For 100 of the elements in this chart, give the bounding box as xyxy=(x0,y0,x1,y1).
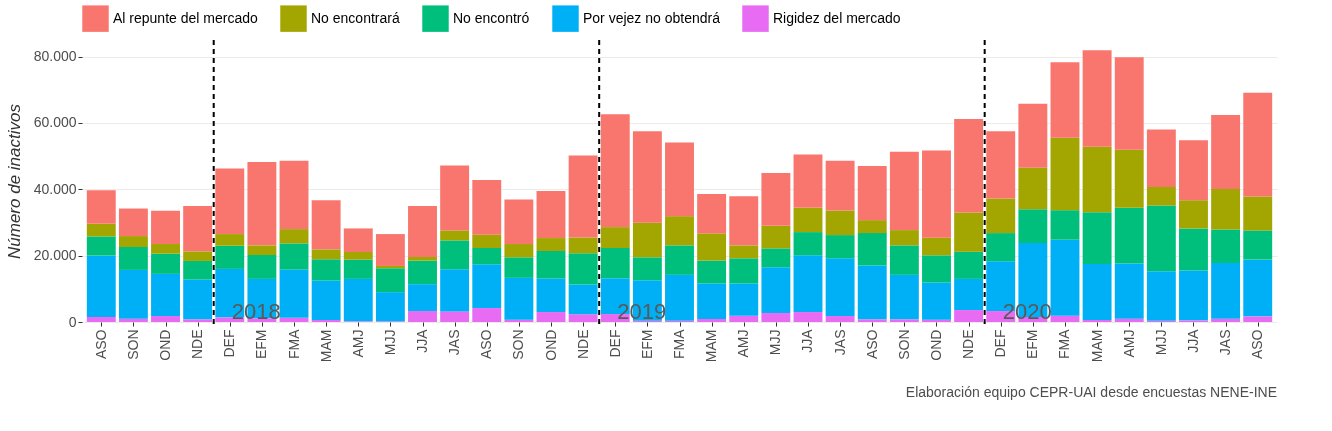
x-tick-label: NDE xyxy=(960,329,977,360)
x-tick-label: EFM xyxy=(253,329,270,360)
bar xyxy=(697,283,727,320)
bar xyxy=(954,212,984,252)
bar xyxy=(857,265,887,320)
x-tick-label: SON xyxy=(895,329,912,360)
bar xyxy=(151,253,180,274)
bar xyxy=(761,313,791,322)
bar xyxy=(343,278,373,322)
bar xyxy=(440,269,470,312)
x-tick-label: SON xyxy=(124,329,141,360)
bar xyxy=(568,237,598,254)
bar xyxy=(151,244,180,254)
bar xyxy=(472,180,502,235)
bar xyxy=(825,210,855,236)
x-tick-label: FMA xyxy=(1056,328,1073,360)
y-axis-title: Número de inactivos xyxy=(4,103,24,259)
bar xyxy=(504,199,534,245)
x-tick-label: DEF xyxy=(606,329,623,358)
x-tick-label: SON xyxy=(510,329,527,360)
x-tick-label: OND xyxy=(157,329,174,361)
bar xyxy=(1211,114,1241,189)
bar xyxy=(408,311,437,322)
bar xyxy=(1211,318,1241,322)
bar xyxy=(922,282,951,320)
bar xyxy=(504,244,534,258)
bar xyxy=(729,258,759,284)
legend-label: Por vejez no obtendrá xyxy=(583,9,721,26)
x-tick-label: MAM xyxy=(703,329,720,363)
bar xyxy=(665,245,694,275)
x-tick-label: FMA xyxy=(285,328,302,360)
bar xyxy=(1179,200,1208,229)
bar xyxy=(440,311,470,322)
bar xyxy=(1179,228,1208,271)
bar xyxy=(857,220,887,234)
bar xyxy=(536,312,566,322)
bar xyxy=(504,257,534,278)
legend-label: No encontrará xyxy=(311,9,400,26)
bar xyxy=(697,233,727,261)
bar xyxy=(183,260,213,280)
bar xyxy=(1211,262,1241,319)
y-tick-label: 20.000 xyxy=(33,247,77,264)
bar xyxy=(311,280,341,321)
bar xyxy=(1243,316,1273,322)
bar xyxy=(375,234,405,266)
bar xyxy=(1050,62,1080,138)
x-tick-label: NDE xyxy=(574,329,591,360)
legend-label: Rigidez del mercado xyxy=(773,9,901,26)
bar xyxy=(761,225,791,249)
bar xyxy=(1082,263,1112,321)
bar xyxy=(1179,140,1208,201)
bar xyxy=(1018,167,1048,210)
bar xyxy=(472,248,502,265)
bar xyxy=(1114,318,1144,322)
x-tick-label: AMJ xyxy=(735,329,752,358)
bar xyxy=(568,155,598,238)
x-tick-label: EFM xyxy=(1024,329,1041,360)
bar xyxy=(1114,57,1144,150)
x-tick-label: FMA xyxy=(671,328,687,360)
bar xyxy=(1050,210,1080,240)
bar xyxy=(697,193,727,234)
bar xyxy=(1146,205,1176,272)
bar xyxy=(86,190,116,224)
bar xyxy=(279,229,309,244)
bar xyxy=(408,256,437,261)
bar xyxy=(1050,315,1080,322)
bar xyxy=(375,268,405,293)
bar xyxy=(183,251,213,261)
bar xyxy=(1243,196,1273,231)
x-tick-label: ASO xyxy=(92,329,109,360)
x-tick-label: ASO xyxy=(478,329,495,360)
bar xyxy=(118,208,148,237)
bar xyxy=(311,200,341,250)
bar xyxy=(215,245,245,269)
x-tick-label: ASO xyxy=(1249,329,1266,360)
bar xyxy=(568,253,598,285)
bar xyxy=(1211,229,1241,263)
bar xyxy=(440,230,470,241)
bar xyxy=(568,284,598,315)
x-tick-label: DEF xyxy=(992,329,1009,358)
bar xyxy=(954,251,984,279)
bar xyxy=(889,245,919,275)
bar xyxy=(600,248,630,279)
bar xyxy=(857,319,887,322)
bar xyxy=(1146,271,1176,321)
bar xyxy=(183,205,213,252)
x-tick-label: DEF xyxy=(221,329,238,358)
bar xyxy=(215,234,245,246)
bar xyxy=(343,259,373,279)
bar xyxy=(440,165,470,231)
x-tick-label: JJA xyxy=(414,328,431,353)
bar xyxy=(279,160,309,230)
bar xyxy=(761,267,791,314)
bar xyxy=(1082,146,1112,213)
bar xyxy=(1243,92,1273,197)
bar xyxy=(1243,259,1273,317)
bar xyxy=(536,238,566,251)
bar xyxy=(857,166,887,221)
bar xyxy=(118,236,148,248)
bar xyxy=(632,131,662,223)
